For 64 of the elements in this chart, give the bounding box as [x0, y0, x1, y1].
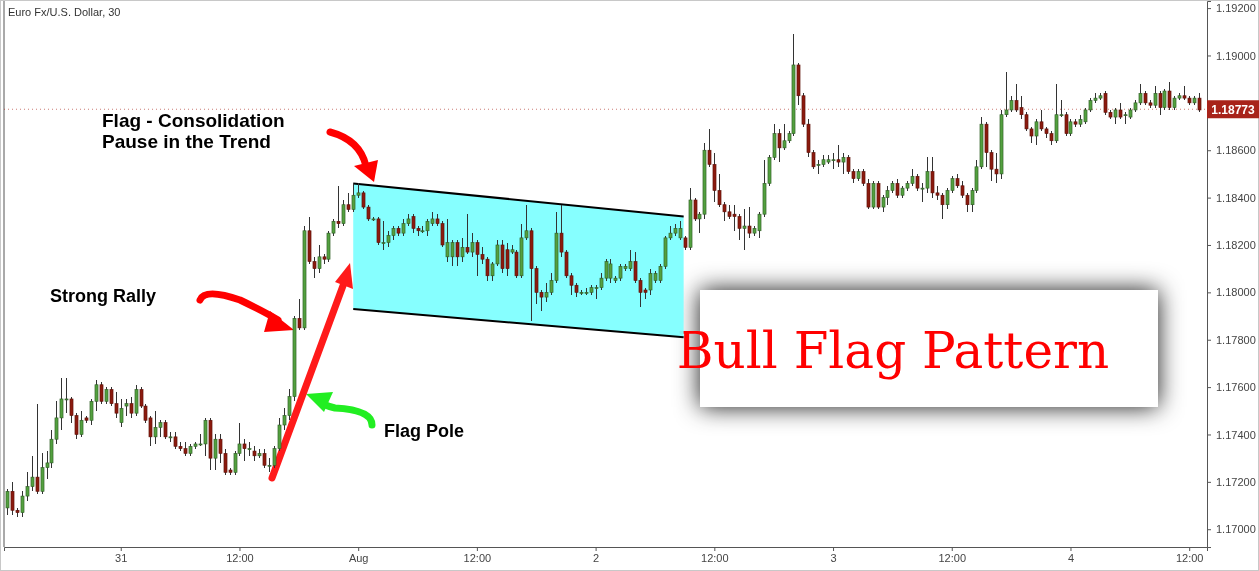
annotation: Flag - Consolidation Pause in the Trend [102, 110, 285, 152]
x-tick-label: 4 [1067, 551, 1075, 564]
x-tick-label: 12:00 [1175, 551, 1204, 564]
candlestick [213, 433, 218, 471]
annotation: Flag Pole [384, 421, 465, 441]
annotation: Bull Flag Pattern [676, 322, 1110, 380]
candlestick [895, 178, 900, 199]
x-tick-label: 12:00 [226, 551, 254, 564]
candlestick [1197, 92, 1202, 113]
candlestick [376, 215, 381, 246]
candlestick [1064, 111, 1069, 137]
candlestick [242, 438, 247, 462]
candlestick [163, 419, 168, 440]
x-tick-label: 3 [830, 551, 837, 564]
candlestick [1153, 85, 1158, 109]
annotation: Strong Rally [50, 286, 157, 306]
candlestick [129, 395, 134, 419]
candlestick [336, 185, 341, 229]
candlestick [465, 213, 470, 256]
x-tick-label: 12:00 [938, 551, 967, 564]
y-tick-label: 1.18200 [1216, 239, 1256, 251]
candlestick [871, 180, 876, 211]
chart-title: Euro Fx/U.S. Dollar, 30 [8, 6, 121, 18]
y-tick-label: 1.18400 [1216, 191, 1256, 204]
candlestick [99, 381, 104, 405]
y-tick-label: 1.17400 [1216, 428, 1256, 441]
candlestick [1167, 80, 1172, 111]
y-tick-label: 1.17200 [1216, 475, 1256, 488]
x-tick-label: 31 [115, 551, 128, 564]
y-tick-label: 1.18600 [1216, 144, 1256, 157]
candlestick [341, 199, 346, 227]
candlestick [79, 410, 84, 438]
candlestick [346, 192, 351, 213]
y-tick-label: 1.17600 [1216, 381, 1256, 394]
y-tick-label: 1.17000 [1216, 523, 1256, 536]
x-tick-label: Aug [348, 551, 369, 564]
candlestick [262, 448, 267, 469]
candlestick [514, 249, 519, 279]
candlestick [876, 180, 881, 211]
candlestick [747, 206, 752, 239]
candlestick [470, 232, 475, 258]
x-tick-label: 12:00 [463, 551, 492, 564]
candlestick [455, 239, 460, 267]
candlestick [1158, 90, 1163, 116]
candlestick [836, 144, 841, 168]
x-tick-label: 12:00 [701, 551, 729, 564]
candlestick [742, 208, 747, 251]
candlestick [35, 403, 40, 495]
candlestick [297, 298, 302, 331]
y-tick-label: 1.19000 [1216, 49, 1256, 62]
x-tick-label: 2 [593, 551, 600, 564]
y-tick-label: 1.18000 [1216, 286, 1256, 299]
candlestick [134, 384, 139, 417]
candlestick [5, 488, 10, 516]
candlestick [1034, 118, 1039, 147]
y-tick-label: 1.17800 [1216, 333, 1256, 346]
candlestick [841, 152, 846, 175]
candlestick [777, 128, 782, 163]
ref-line-label: 1.18773 [1211, 102, 1256, 117]
candlestick [1162, 88, 1167, 111]
candlestick [119, 398, 124, 428]
candlestick [317, 244, 322, 275]
candlestick [460, 237, 465, 263]
y-tick-label: 1.19200 [1216, 2, 1256, 15]
